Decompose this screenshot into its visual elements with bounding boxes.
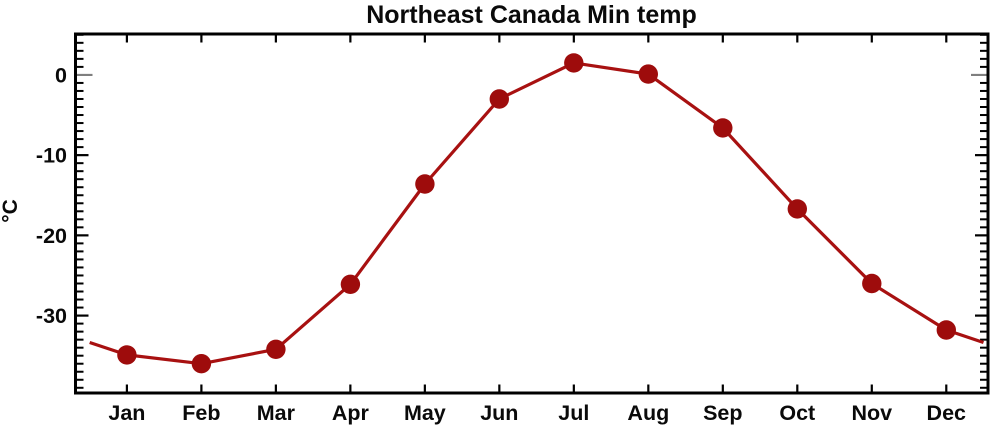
y-tick-label: -30 <box>36 304 67 328</box>
x-tick-label-oct: Oct <box>779 401 815 425</box>
data-point-mar <box>266 339 286 359</box>
y-tick-label: -20 <box>36 224 67 248</box>
x-tick-label-may: May <box>404 401 446 425</box>
x-tick-label-apr: Apr <box>332 401 370 425</box>
temperature-line <box>89 61 985 366</box>
data-point-aug <box>638 64 658 84</box>
data-point-jan <box>117 345 137 365</box>
x-tick-label-jan: Jan <box>108 401 145 425</box>
x-tick-label-sep: Sep <box>703 401 742 425</box>
x-tick-label-jun: Jun <box>480 401 518 425</box>
data-point-feb <box>191 354 212 374</box>
x-tick-label-nov: Nov <box>851 401 892 425</box>
data-point-apr <box>340 274 361 294</box>
x-tick-label-mar: Mar <box>257 401 296 425</box>
y-tick-label: 0 <box>55 63 67 87</box>
data-point-may <box>415 174 435 194</box>
x-tick-label-dec: Dec <box>927 401 966 425</box>
data-point-oct <box>787 199 807 219</box>
plot-border <box>74 32 990 395</box>
data-point-nov <box>862 273 882 294</box>
x-tick-label-feb: Feb <box>182 401 220 425</box>
y-tick-label: -10 <box>36 144 67 168</box>
data-point-dec <box>936 320 956 340</box>
data-point-sep <box>713 118 733 138</box>
data-point-jun <box>489 89 509 109</box>
data-point-jul <box>564 53 584 73</box>
x-tick-label-aug: Aug <box>627 401 669 425</box>
x-tick-label-jul: Jul <box>558 401 589 425</box>
chart-title: Northeast Canada Min temp <box>366 1 697 29</box>
